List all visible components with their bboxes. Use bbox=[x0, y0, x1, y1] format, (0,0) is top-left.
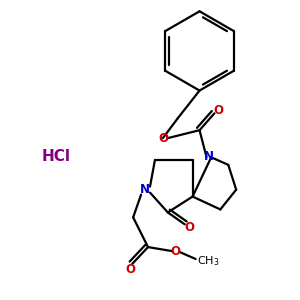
Text: O: O bbox=[184, 221, 195, 234]
Text: CH$_3$: CH$_3$ bbox=[197, 254, 220, 268]
Text: N: N bbox=[203, 150, 214, 164]
Text: N: N bbox=[140, 183, 150, 196]
Text: O: O bbox=[171, 244, 181, 258]
Text: HCl: HCl bbox=[41, 149, 70, 164]
Text: O: O bbox=[125, 263, 135, 276]
Text: O: O bbox=[158, 132, 168, 145]
Text: O: O bbox=[213, 104, 224, 117]
